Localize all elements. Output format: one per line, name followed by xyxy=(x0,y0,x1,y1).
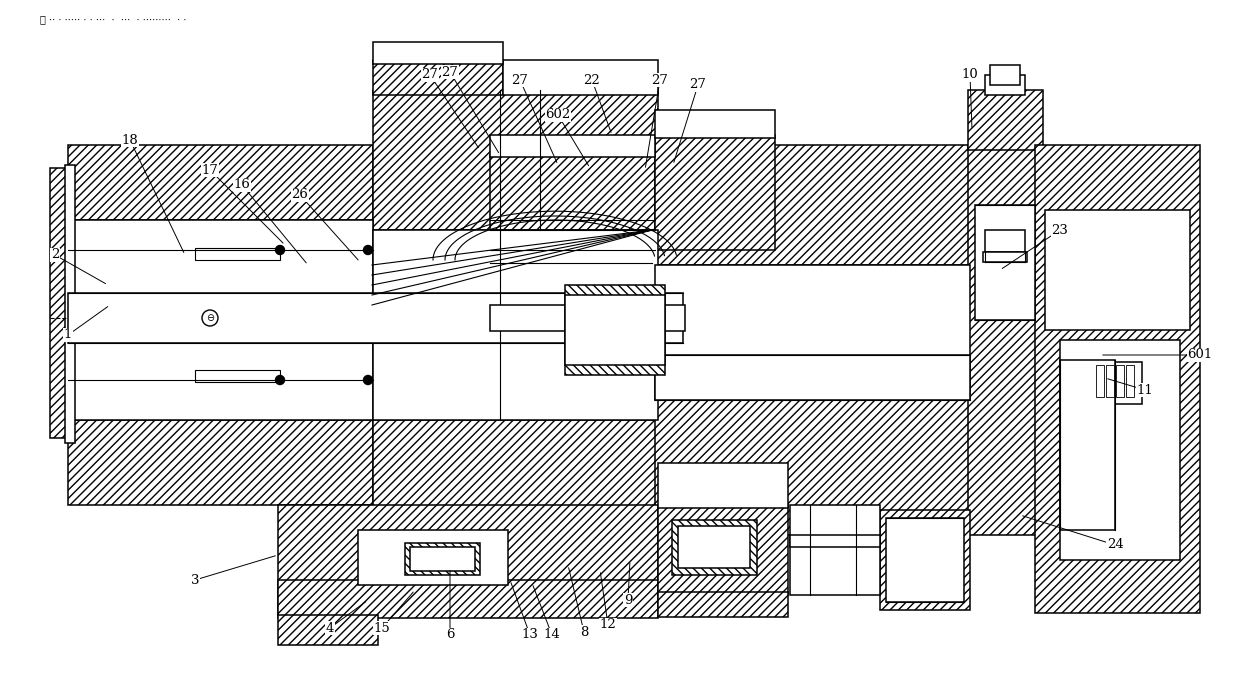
Bar xyxy=(655,355,970,400)
Bar xyxy=(565,295,665,365)
Bar xyxy=(1116,365,1123,397)
Text: 15: 15 xyxy=(373,622,391,635)
Circle shape xyxy=(363,246,372,255)
Text: 27: 27 xyxy=(689,79,707,91)
Bar xyxy=(658,505,787,595)
Text: 27: 27 xyxy=(651,74,668,86)
Bar xyxy=(1106,365,1114,397)
Bar xyxy=(195,370,280,382)
Text: 27: 27 xyxy=(422,68,439,81)
Circle shape xyxy=(275,246,284,255)
Bar xyxy=(672,520,756,575)
Bar xyxy=(410,547,475,571)
Bar xyxy=(278,505,658,615)
Bar xyxy=(968,145,1043,535)
Bar xyxy=(655,110,775,138)
Bar xyxy=(1092,362,1142,404)
Bar xyxy=(975,205,1035,320)
Text: 27: 27 xyxy=(441,65,459,79)
Bar xyxy=(278,580,658,618)
Text: 12: 12 xyxy=(600,619,616,631)
Text: 602: 602 xyxy=(546,109,570,122)
Bar xyxy=(1090,358,1145,408)
Bar xyxy=(64,165,74,443)
Bar xyxy=(68,220,373,420)
Text: ⊖: ⊖ xyxy=(206,313,215,323)
Text: 17: 17 xyxy=(202,164,218,177)
Bar xyxy=(278,615,378,645)
Text: 图 ·· · ····· · · ···  ·  ···  · ·········  · ·: 图 ·· · ····· · · ··· · ··· · ········· ·… xyxy=(40,15,186,24)
Text: 1: 1 xyxy=(63,329,72,342)
Bar xyxy=(658,592,787,617)
Text: 18: 18 xyxy=(122,134,139,146)
Text: 9: 9 xyxy=(624,594,632,606)
Bar xyxy=(985,75,1025,95)
Bar xyxy=(68,293,683,343)
Bar xyxy=(678,526,750,568)
Bar xyxy=(195,248,280,260)
Bar xyxy=(983,252,1027,262)
Text: 10: 10 xyxy=(962,68,978,81)
Bar xyxy=(358,530,508,585)
Bar xyxy=(1126,365,1135,397)
Bar xyxy=(373,42,503,64)
Text: 6: 6 xyxy=(445,628,454,642)
Text: 11: 11 xyxy=(1137,383,1153,397)
Circle shape xyxy=(275,376,284,384)
Bar xyxy=(990,65,1021,85)
Text: 2: 2 xyxy=(51,248,60,262)
Circle shape xyxy=(202,310,218,326)
Bar xyxy=(373,90,658,230)
Text: 24: 24 xyxy=(1106,539,1123,551)
Bar xyxy=(1096,365,1104,397)
Bar xyxy=(490,135,655,157)
Bar xyxy=(790,535,880,547)
Bar xyxy=(655,135,775,250)
Text: 16: 16 xyxy=(233,178,250,191)
Bar xyxy=(373,230,658,420)
Bar xyxy=(1035,145,1200,613)
Bar xyxy=(370,540,498,578)
Bar xyxy=(655,400,970,535)
Bar xyxy=(1060,360,1115,530)
Text: 26: 26 xyxy=(291,189,309,202)
Bar xyxy=(655,265,970,400)
Bar xyxy=(880,510,970,610)
Text: 4: 4 xyxy=(326,622,335,635)
Bar xyxy=(968,90,1043,150)
Bar xyxy=(373,420,658,605)
Text: 22: 22 xyxy=(584,74,600,86)
Text: 23: 23 xyxy=(1052,223,1069,237)
Bar xyxy=(373,60,503,95)
Bar xyxy=(50,168,69,438)
Text: 27: 27 xyxy=(512,74,528,86)
Bar xyxy=(655,145,970,265)
Bar xyxy=(68,145,373,220)
Bar xyxy=(490,155,655,230)
Bar xyxy=(68,420,373,505)
Bar xyxy=(790,505,880,595)
Bar xyxy=(1060,340,1180,560)
Text: 13: 13 xyxy=(522,628,538,642)
Bar xyxy=(658,463,787,508)
Text: 14: 14 xyxy=(543,628,560,642)
Bar xyxy=(985,230,1025,252)
Text: 601: 601 xyxy=(1188,349,1213,361)
Text: 8: 8 xyxy=(580,626,588,638)
Bar xyxy=(490,305,684,331)
Circle shape xyxy=(363,376,372,384)
Text: 3: 3 xyxy=(191,574,200,587)
Bar xyxy=(1045,210,1190,330)
Bar xyxy=(887,518,963,602)
Bar xyxy=(405,543,480,575)
Bar xyxy=(565,285,665,375)
Bar xyxy=(503,60,658,95)
